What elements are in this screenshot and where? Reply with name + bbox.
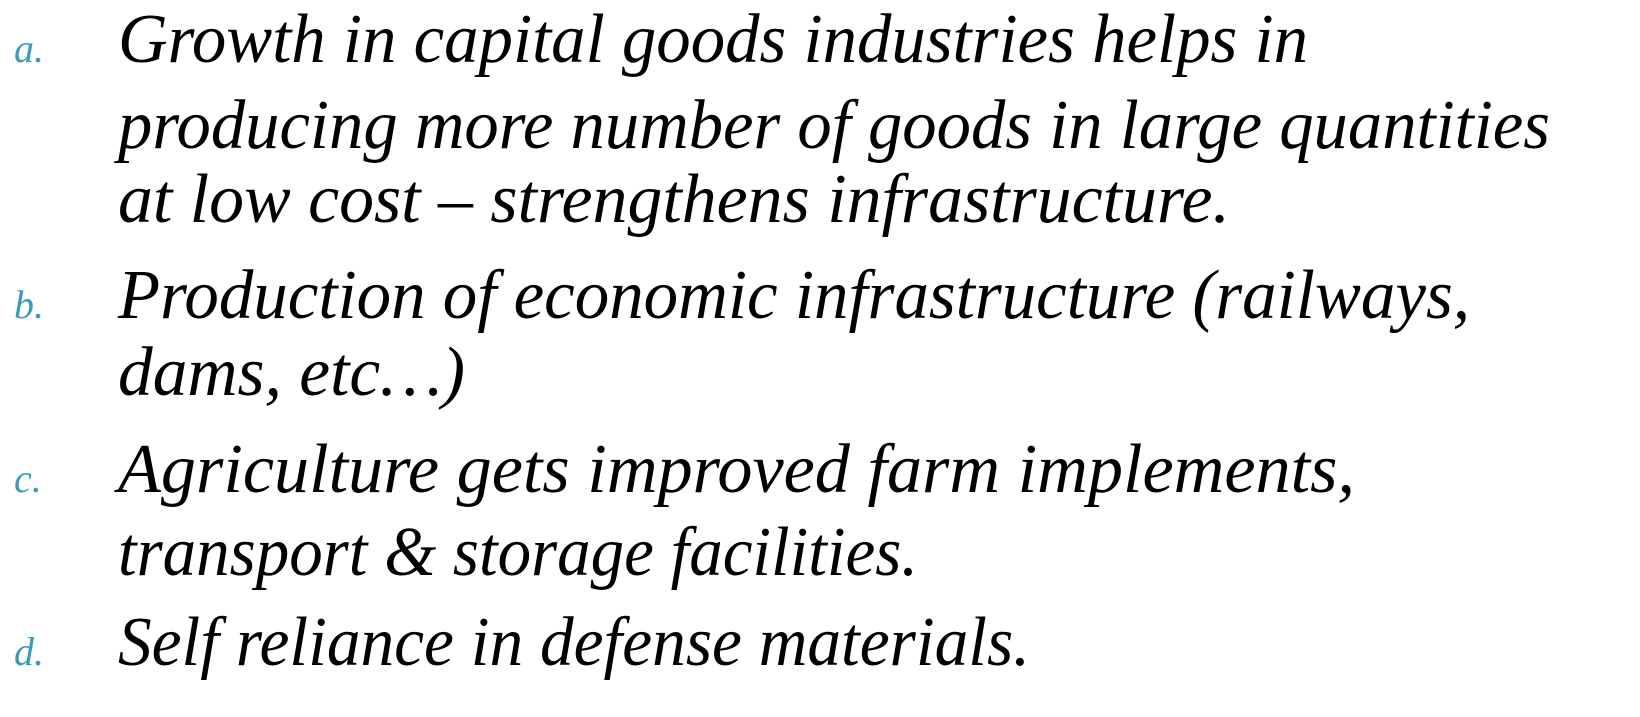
- list-item-line: transport & storage facilities.: [118, 514, 918, 591]
- list-marker: d.: [14, 629, 44, 674]
- list-item-line: producing more number of goods in large …: [113, 87, 1550, 164]
- list-marker: c.: [14, 456, 42, 501]
- list-item-line: Agriculture gets improved farm implement…: [114, 431, 1355, 508]
- list-marker: b.: [14, 282, 44, 327]
- list-item-line: Growth in capital goods industries helps…: [118, 1, 1308, 78]
- list-item-line: Self reliance in defense materials.: [118, 604, 1030, 681]
- list-item-line: dams, etc…): [118, 334, 465, 411]
- list-item-line: at low cost – strengthens infrastructure…: [118, 161, 1230, 238]
- list-item-line: Production of economic infrastructure (r…: [117, 257, 1470, 334]
- list-marker: a.: [14, 26, 44, 71]
